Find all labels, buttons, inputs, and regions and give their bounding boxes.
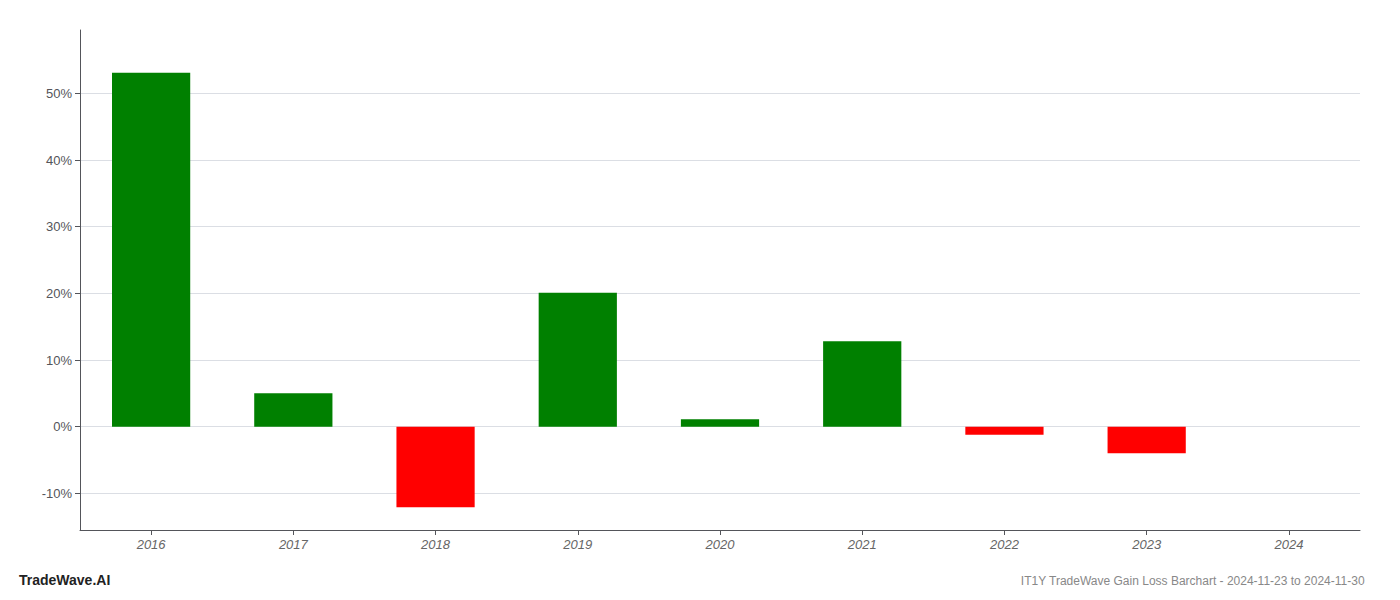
svg-text:2024: 2024	[1273, 537, 1303, 552]
svg-text:-10%: -10%	[42, 486, 73, 501]
svg-text:2020: 2020	[705, 537, 736, 552]
svg-text:2019: 2019	[562, 537, 592, 552]
svg-text:2021: 2021	[847, 537, 877, 552]
svg-text:2017: 2017	[278, 537, 309, 552]
svg-text:40%: 40%	[46, 153, 72, 168]
svg-text:0%: 0%	[53, 419, 72, 434]
svg-text:10%: 10%	[46, 353, 72, 368]
svg-text:TradeWave.AI: TradeWave.AI	[19, 572, 110, 588]
svg-text:2018: 2018	[420, 537, 451, 552]
svg-text:30%: 30%	[46, 219, 72, 234]
svg-text:2016: 2016	[136, 537, 167, 552]
svg-text:20%: 20%	[46, 286, 72, 301]
svg-text:50%: 50%	[46, 86, 72, 101]
svg-text:2022: 2022	[989, 537, 1020, 552]
svg-text:2023: 2023	[1131, 537, 1162, 552]
svg-text:IT1Y TradeWave Gain Loss Barch: IT1Y TradeWave Gain Loss Barchart - 2024…	[1021, 574, 1365, 588]
